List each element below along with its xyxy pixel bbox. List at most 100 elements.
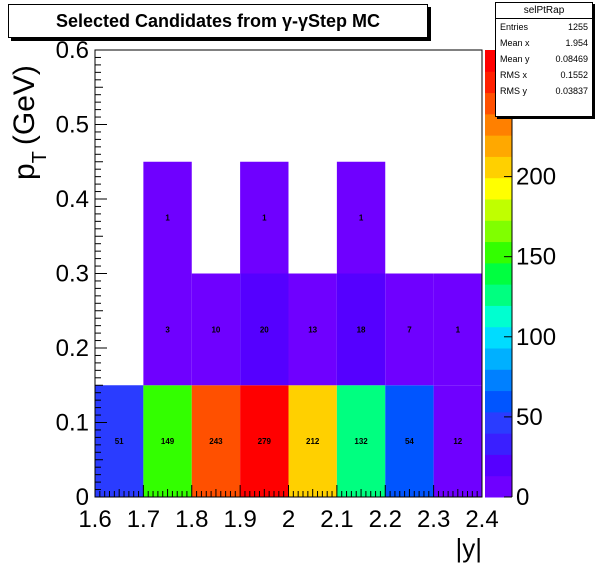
- cell-value-label: 12: [453, 437, 462, 446]
- z-tick-label: 200: [516, 164, 556, 191]
- stats-value: 0.1552: [560, 70, 588, 80]
- heatmap-cell: [288, 385, 337, 497]
- stats-name: selPtRap: [496, 3, 592, 19]
- y-tick-label: 0.2: [56, 335, 89, 362]
- heatmap-cell: [240, 161, 289, 274]
- svg-text:pT(GeV): pT (GeV): [8, 65, 51, 180]
- palette-swatch: [485, 262, 512, 285]
- cell-value-label: 20: [260, 325, 269, 334]
- heatmap-cell: [336, 273, 386, 386]
- heatmap-cell: [385, 385, 434, 497]
- stats-box: selPtRap Entries 1255 Mean x 1.954 Mean y 0.0…: [495, 2, 593, 117]
- x-tick-label: 1.6: [78, 506, 111, 533]
- x-tick-label: 2.2: [369, 506, 402, 533]
- cell-value-label: 243: [209, 437, 223, 446]
- z-tick-label: 50: [516, 404, 543, 431]
- cell-value-label: 132: [354, 437, 368, 446]
- z-tick-label: 0: [516, 484, 529, 511]
- z-tick-label: 150: [516, 244, 556, 271]
- stats-value: 1255: [567, 22, 588, 32]
- x-tick-label: 1.9: [223, 506, 256, 533]
- cell-value-label: 54: [405, 437, 414, 446]
- palette-swatch: [485, 305, 512, 328]
- stats-label: RMS y: [500, 86, 527, 96]
- x-tick-label: 2: [282, 506, 295, 533]
- palette-swatch: [485, 113, 512, 136]
- cell-value-label: 13: [308, 325, 317, 334]
- stats-value: 0.03837: [555, 86, 588, 96]
- y-axis-label-sub: T: [29, 151, 51, 163]
- heatmap-cell: [191, 273, 241, 386]
- y-axis-label-unit: (GeV): [8, 65, 41, 145]
- heatmap-cell: [143, 273, 192, 386]
- heatmap-cell: [95, 385, 144, 497]
- stats-row: Entries 1255: [496, 19, 592, 35]
- stats-value: 0.08469: [555, 54, 588, 64]
- cell-value-label: 1: [165, 214, 170, 223]
- palette-swatch: [485, 475, 512, 498]
- y-tick-label: 0.3: [56, 261, 89, 288]
- palette-swatch: [485, 454, 512, 477]
- x-tick-label: 2.1: [320, 506, 353, 533]
- palette-swatch: [485, 156, 512, 179]
- palette-swatch: [485, 135, 512, 157]
- cell-value-label: 212: [306, 437, 320, 446]
- heatmap-cell: [240, 273, 289, 386]
- heatmap-cell: [433, 385, 482, 497]
- stats-value: 1.954: [565, 38, 588, 48]
- heatmap-cell: [385, 273, 434, 386]
- y-axis-label-main: p: [8, 163, 41, 180]
- stats-row: RMS y 0.03837: [496, 83, 592, 99]
- x-axis-label: |y|: [455, 533, 482, 563]
- palette-swatch: [485, 433, 512, 455]
- cell-value-label: 10: [211, 325, 220, 334]
- heatmap-cell: [336, 385, 386, 497]
- cell-value-label: 279: [258, 437, 272, 446]
- cell-value-label: 1: [359, 214, 364, 223]
- x-tick-label: 2.3: [417, 506, 450, 533]
- heatmap-cell: [288, 273, 337, 386]
- cell-value-label: 51: [115, 437, 124, 446]
- x-tick-label: 2.4: [465, 506, 498, 533]
- cell-value-label: 1: [262, 214, 267, 223]
- x-tick-label: 1.8: [175, 506, 208, 533]
- stats-row: Mean x 1.954: [496, 35, 592, 51]
- y-tick-label: 0.6: [56, 37, 89, 64]
- chart-title: Selected Candidates from γ-γStep MC: [8, 4, 428, 38]
- heatmap-cell: [336, 161, 386, 274]
- cell-value-label: 7: [407, 325, 412, 334]
- y-tick-label: 0: [76, 484, 89, 511]
- palette-swatch: [485, 390, 512, 413]
- cell-value-label: 1: [456, 325, 461, 334]
- palette-swatch: [485, 411, 512, 434]
- heatmap-cell: [240, 385, 289, 497]
- cell-value-label: 18: [357, 325, 366, 334]
- palette-swatch: [485, 348, 512, 370]
- palette-swatch: [485, 220, 512, 243]
- z-tick-label: 100: [516, 324, 556, 351]
- y-tick-label: 0.5: [56, 112, 89, 139]
- palette-swatch: [485, 177, 512, 200]
- heatmap-cell: [433, 273, 482, 386]
- cell-value-label: 149: [161, 437, 175, 446]
- palette-swatch: [485, 241, 512, 264]
- stats-label: Mean x: [500, 38, 530, 48]
- stats-label: Entries: [500, 22, 529, 32]
- stats-row: RMS x 0.1552: [496, 67, 592, 83]
- palette-swatch: [485, 369, 512, 392]
- palette-swatch: [485, 199, 512, 221]
- heatmap-cell: [143, 161, 192, 274]
- stats-label: RMS x: [500, 70, 527, 80]
- palette-swatch: [485, 326, 512, 349]
- stats-label: Mean y: [500, 54, 530, 64]
- palette-swatch: [485, 284, 512, 306]
- heatmap-cell: [191, 385, 241, 497]
- y-tick-label: 0.4: [56, 186, 89, 213]
- stats-row: Mean y 0.08469: [496, 51, 592, 67]
- y-tick-label: 0.1: [56, 410, 89, 437]
- heatmap-cell: [143, 385, 192, 497]
- x-tick-label: 1.7: [127, 506, 160, 533]
- cell-value-label: 3: [165, 325, 170, 334]
- y-axis-label: pT (GeV): [8, 65, 51, 180]
